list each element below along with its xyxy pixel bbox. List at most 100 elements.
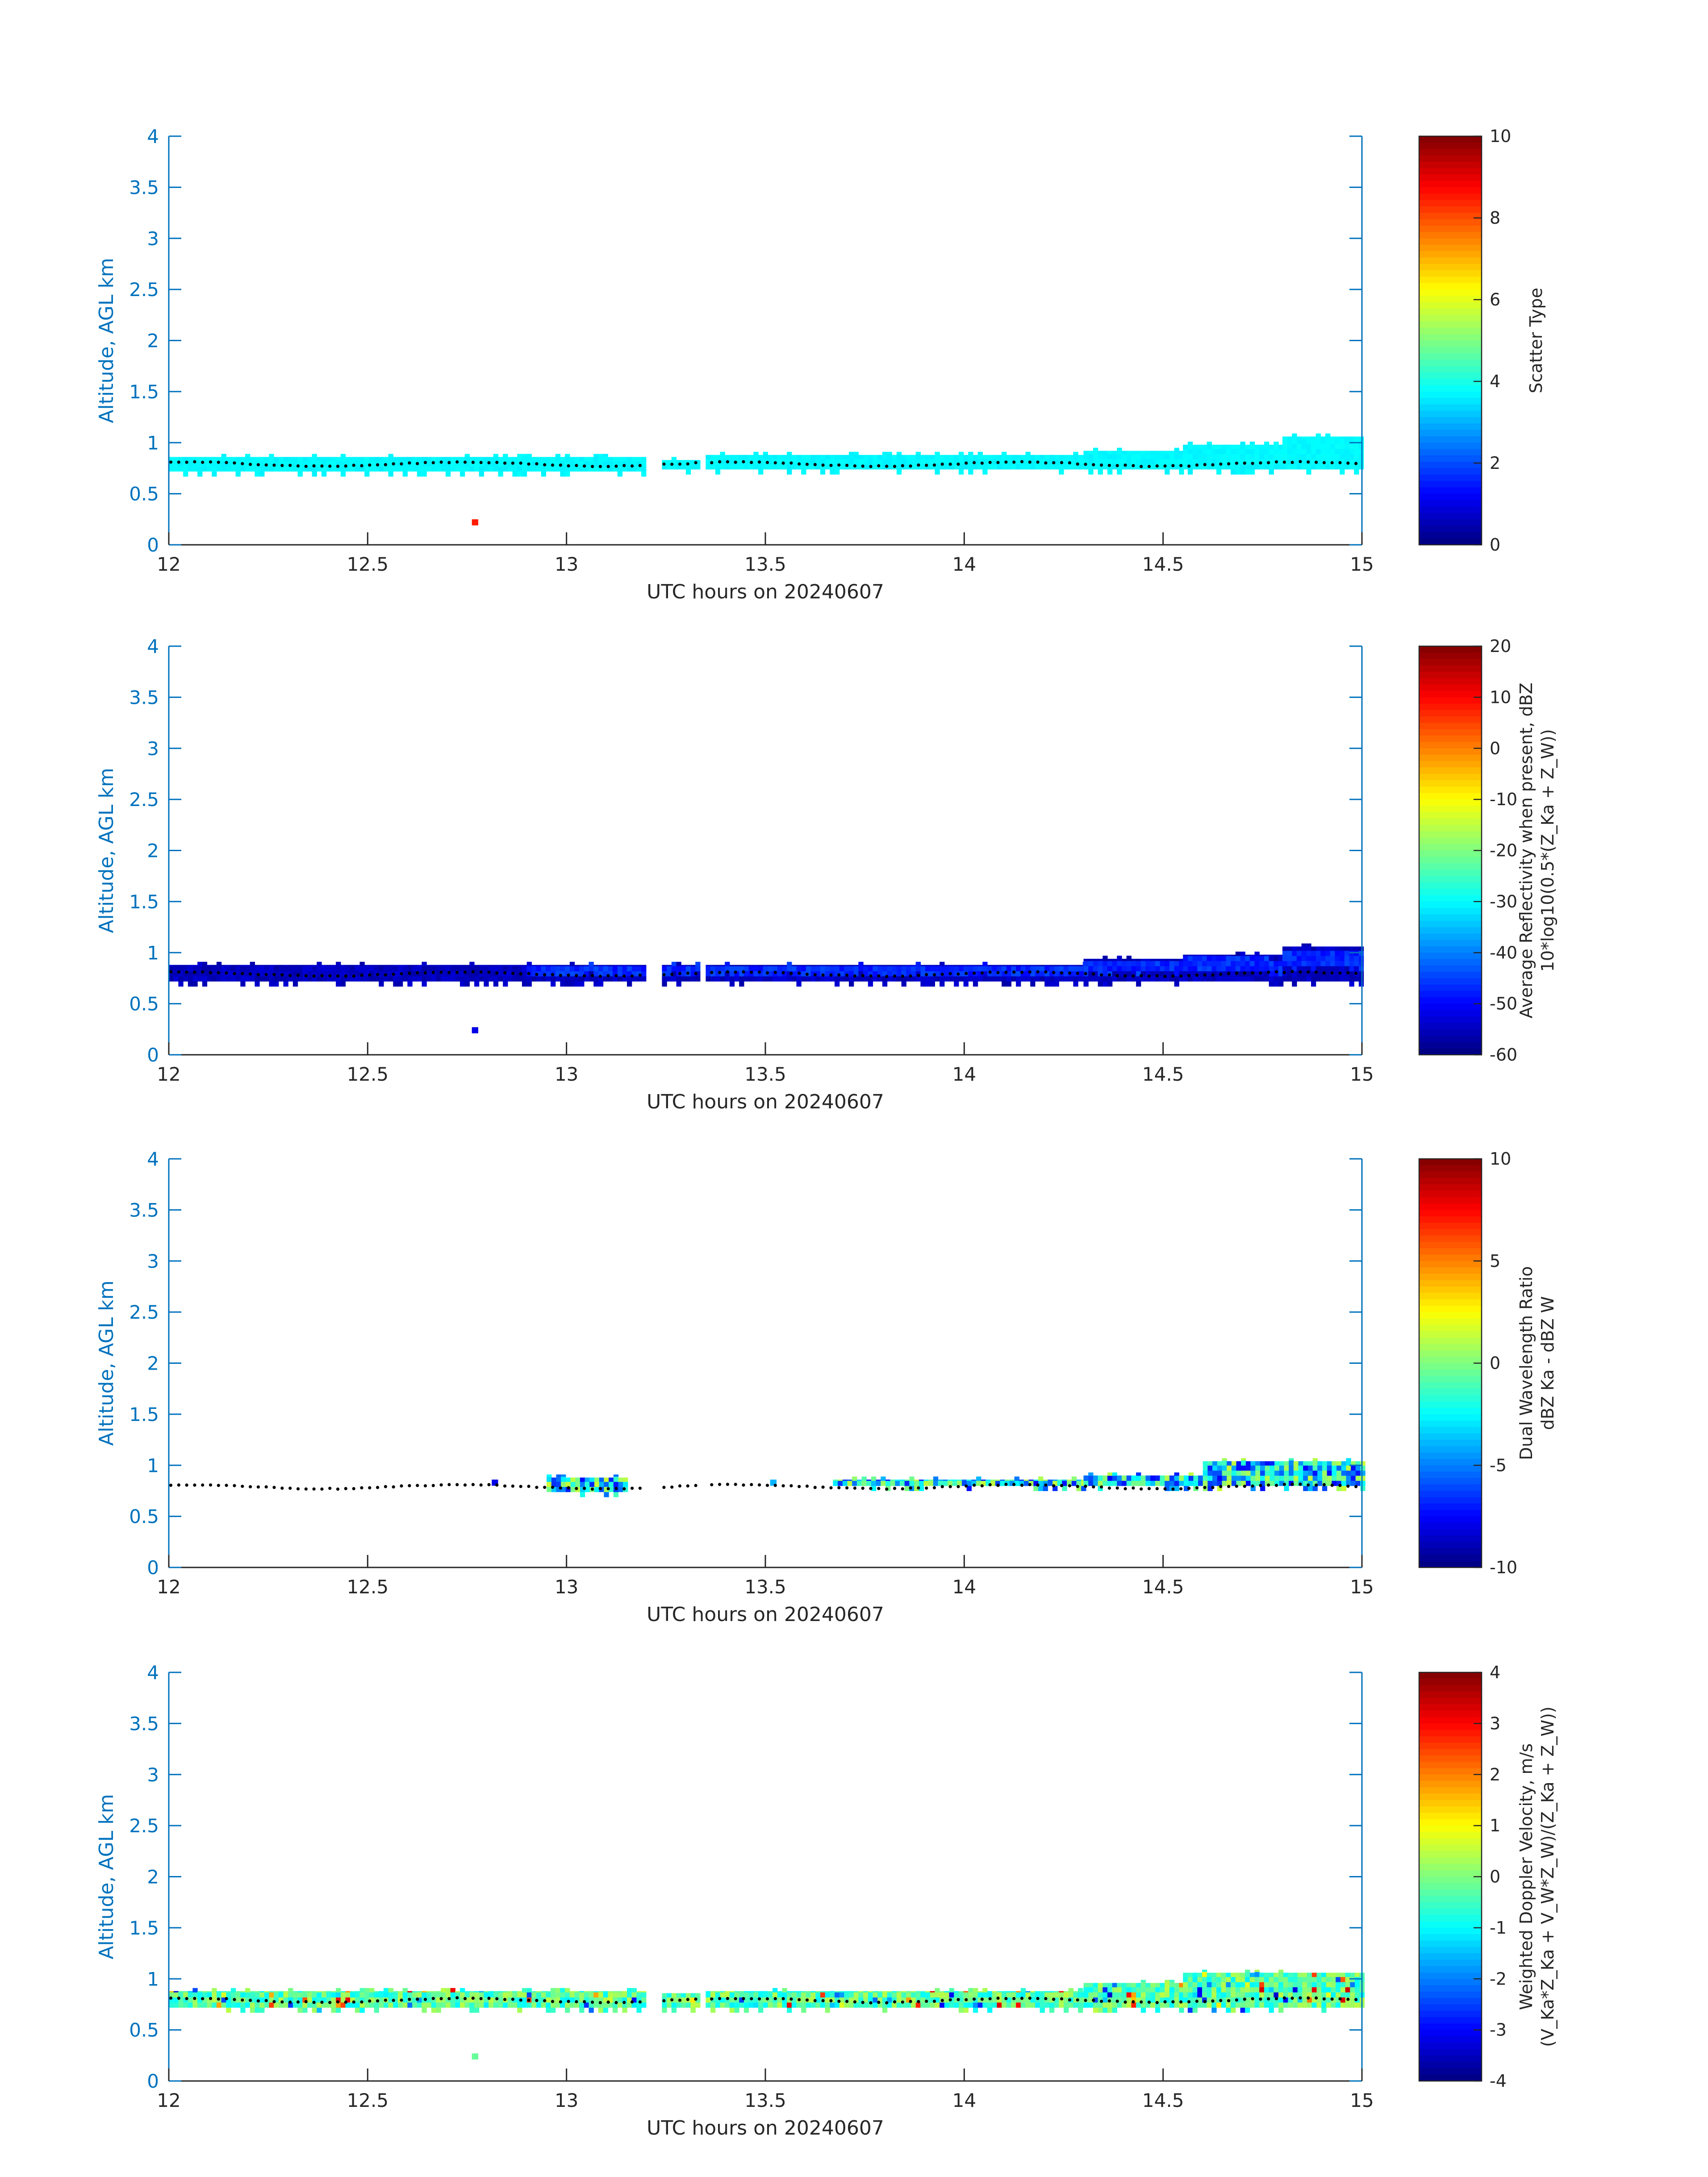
cloud-base-dot: [264, 973, 268, 976]
heatmap-cell: [777, 2002, 782, 2008]
heatmap-cell: [192, 461, 198, 467]
heatmap-cell: [1235, 449, 1241, 454]
heatmap-cell: [1078, 965, 1083, 966]
heatmap-cell: [1250, 1486, 1256, 1491]
heatmap-cell: [517, 965, 522, 966]
cloud-base-dot: [1036, 1483, 1040, 1487]
heatmap-cell: [322, 966, 327, 971]
heatmap-cell: [197, 961, 203, 966]
heatmap-cell: [986, 1479, 991, 1481]
heatmap-cell: [720, 451, 725, 454]
heatmap-cell: [188, 457, 193, 461]
heatmap-cell: [1355, 1992, 1360, 1997]
heatmap-cell: [873, 464, 878, 470]
heatmap-cell: [873, 459, 878, 464]
heatmap-cell: [810, 1991, 816, 1993]
heatmap-cell: [302, 2002, 308, 2008]
cloud-base-dot: [1346, 1997, 1350, 2001]
heatmap-cell: [1174, 1983, 1179, 1988]
heatmap-cell: [1098, 1486, 1103, 1491]
cloud-base-dot: [798, 1485, 801, 1488]
heatmap-cell: [1068, 966, 1073, 971]
heatmap-cell: [923, 1480, 929, 1486]
heatmap-cell: [517, 2002, 522, 2008]
heatmap-cell: [493, 965, 499, 966]
heatmap-cell: [1259, 961, 1265, 966]
heatmap-cell: [617, 2002, 622, 2008]
heatmap-cell: [887, 1997, 892, 2003]
heatmap-cell: [627, 971, 632, 977]
heatmap-cell: [1140, 2002, 1146, 2008]
heatmap-cell: [207, 461, 212, 467]
heatmap-cell: [517, 1991, 522, 1993]
heatmap-cell: [188, 1992, 193, 1997]
heatmap-cell: [920, 965, 926, 966]
heatmap-cell: [1098, 1992, 1103, 1997]
heatmap-cell: [1179, 2007, 1184, 2013]
heatmap-cell: [915, 451, 921, 454]
heatmap-cell: [379, 457, 384, 461]
cloud-base-dot: [233, 1998, 236, 2002]
heatmap-cell: [877, 976, 883, 982]
heatmap-cell: [671, 2007, 677, 2013]
heatmap-cell: [1078, 2007, 1083, 2013]
heatmap-cell: [973, 966, 978, 971]
heatmap-cell: [507, 965, 513, 966]
y-tick-label: 2.5: [129, 789, 159, 811]
heatmap-cell: [1054, 464, 1059, 470]
heatmap-cell: [676, 976, 681, 982]
heatmap-cell: [1112, 1987, 1117, 1993]
heatmap-cell: [1259, 1987, 1265, 1993]
heatmap-cell: [1274, 1982, 1279, 1988]
heatmap-cell: [631, 976, 637, 982]
cloud-base-dot: [1084, 463, 1087, 466]
heatmap-cell: [388, 456, 393, 461]
heatmap-cell: [555, 971, 560, 977]
heatmap-cell: [589, 1477, 595, 1482]
heatmap-cell: [569, 1997, 575, 2003]
heatmap-cell: [1269, 454, 1274, 460]
heatmap-cell: [842, 1480, 848, 1486]
heatmap-cell: [758, 966, 764, 971]
heatmap-cell: [710, 459, 716, 464]
heatmap-cell: [593, 1997, 599, 2003]
heatmap-cell: [561, 1481, 566, 1487]
heatmap-cell: [288, 461, 293, 467]
heatmap-cell: [815, 966, 821, 971]
heatmap-cell: [1240, 952, 1245, 956]
heatmap-cell: [1126, 2002, 1132, 2008]
heatmap-cell: [1107, 981, 1113, 987]
cloud-base-dot: [1315, 1996, 1318, 2000]
heatmap-cell: [259, 1992, 265, 1997]
heatmap-cell: [963, 1992, 969, 1997]
heatmap-cell: [345, 1997, 351, 2003]
heatmap-cell: [992, 455, 997, 460]
heatmap-cell: [739, 1992, 744, 1997]
heatmap-cell: [1336, 1982, 1341, 1988]
heatmap-cell: [968, 2002, 973, 2008]
heatmap-cell: [667, 1993, 672, 1998]
cloud-base-dot: [416, 971, 419, 974]
heatmap-cell: [1102, 454, 1108, 460]
heatmap-cell: [393, 1992, 398, 1997]
heatmap-cell: [1274, 1465, 1280, 1471]
colorbar-swatch: [1419, 1331, 1482, 1338]
heatmap-cell: [1292, 454, 1297, 460]
heatmap-cell: [522, 1988, 527, 1993]
heatmap-cell: [1340, 1987, 1346, 1993]
heatmap-cell: [450, 966, 455, 971]
heatmap-cell: [839, 976, 844, 982]
heatmap-cell: [608, 976, 613, 982]
cloud-base-dot: [1211, 973, 1215, 977]
heatmap-cell: [292, 2002, 298, 2008]
heatmap-cell: [896, 1992, 902, 1997]
heatmap-cell: [1346, 1480, 1351, 1486]
heatmap-cell: [1192, 444, 1198, 449]
heatmap-cell: [1311, 439, 1316, 444]
heatmap-cell: [1145, 961, 1151, 966]
heatmap-cell: [1301, 454, 1307, 460]
heatmap-cell: [940, 961, 945, 966]
heatmap-cell: [560, 966, 565, 971]
heatmap-cell: [498, 2002, 503, 2008]
heatmap-cell: [1217, 1470, 1223, 1476]
